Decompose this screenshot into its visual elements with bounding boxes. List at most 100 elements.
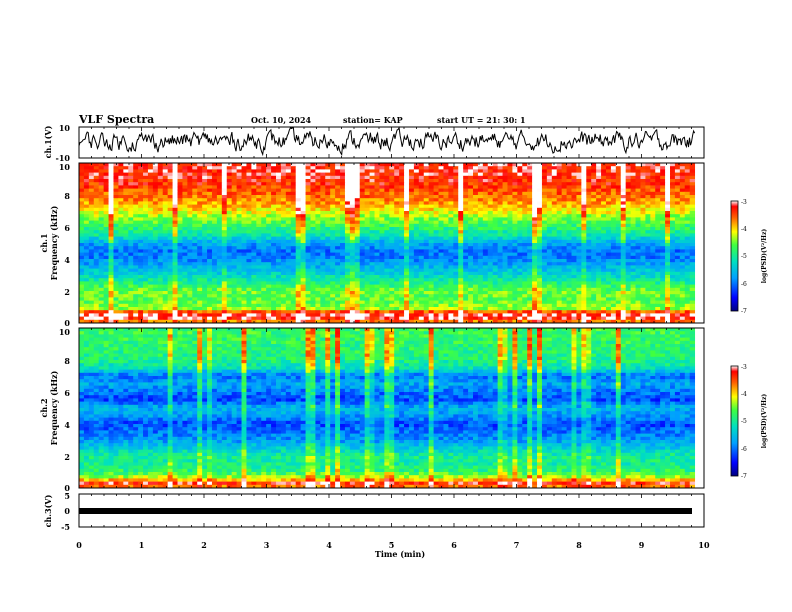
ch1-spectrogram-cell (541, 246, 548, 250)
ch1-spectrogram-cell (79, 246, 85, 250)
ch1-spectrogram-cell (330, 230, 336, 234)
ch1-spectrogram-cell (404, 163, 410, 167)
ch1-spectrogram-cell (561, 201, 567, 205)
ch1-spectrogram-cell (261, 223, 267, 228)
ch1-spectrogram-cell (576, 252, 582, 257)
ch1-spectrogram-cell (364, 262, 370, 266)
ch1-spectrogram-cell (276, 185, 282, 189)
ch1-spectrogram-cell (123, 236, 129, 241)
ch1-spectrogram-cell (576, 233, 582, 237)
ch1-spectrogram-cell (295, 271, 302, 276)
ch1-spectrogram-cell (226, 243, 233, 247)
ch1-spectrogram-cell (143, 166, 149, 170)
ch1-spectrogram-cell (537, 191, 543, 196)
ch1-spectrogram-cell (310, 201, 316, 205)
ch1-spectrogram-cell (103, 259, 109, 263)
ch1-spectrogram-cell (315, 281, 321, 285)
ch1-spectrogram-cell (674, 268, 681, 273)
ch1-spectrogram-cell (246, 220, 252, 225)
ch1-spectrogram-cell (571, 166, 577, 170)
ch1-spectrogram-cell (448, 252, 454, 257)
ch1-spectrogram-cell (448, 281, 454, 285)
ch1-spectrogram-cell (266, 191, 272, 196)
ch1-spectrogram-cell (285, 284, 292, 289)
ch1-spectrogram-cell (246, 217, 252, 221)
ch1-spectrogram-cell (271, 262, 277, 266)
ch1-spectrogram-cell (384, 191, 390, 196)
ch1-spectrogram-cell (576, 236, 582, 241)
ch1-spectrogram-cell (581, 223, 587, 228)
ch1-spectrogram-cell (128, 249, 134, 253)
ch1-spectrogram-cell (610, 214, 617, 218)
ch1-spectrogram-cell (438, 239, 444, 244)
ch1-spectrogram-cell (507, 169, 513, 173)
ch1-spectrogram-cell (418, 185, 425, 189)
ch1-spectrogram-cell (187, 278, 193, 282)
ch1-spectrogram-cell (315, 249, 321, 253)
ch1-spectrogram-cell (340, 175, 346, 180)
ch1-spectrogram-cell (660, 163, 666, 167)
ch1-spectrogram-cell (374, 220, 380, 225)
ch1-spectrogram-cell (408, 271, 415, 276)
ch1-spectrogram-cell (211, 233, 218, 237)
ch1-spectrogram-cell (320, 252, 326, 257)
ch1-spectrogram-cell (635, 275, 641, 279)
ch1-spectrogram-cell (601, 201, 607, 205)
ch1-spectrogram-cell (172, 191, 178, 196)
ch1-spectrogram-cell (408, 169, 415, 173)
ch1-spectrogram-cell (404, 268, 410, 273)
ch1-spectrogram-cell (359, 217, 366, 221)
ch1-spectrogram-cell (458, 220, 464, 225)
ch1-spectrogram-cell (261, 281, 267, 285)
ch1-spectrogram-cell (512, 182, 518, 186)
ch1-spectrogram-cell (359, 188, 366, 193)
ch1-spectrogram-cell (640, 275, 646, 279)
ch1-spectrogram-cell (566, 249, 572, 253)
ch1-spectrogram-cell (473, 166, 479, 170)
ch1-spectrogram-cell (216, 201, 223, 205)
ch1-spectrogram-cell (527, 211, 533, 215)
ch1-spectrogram-cell (566, 243, 572, 247)
ch1-spectrogram-cell (601, 179, 607, 183)
ch1-spectrogram-cell (340, 271, 346, 276)
ch1-spectrogram-cell (458, 172, 464, 177)
ch1-spectrogram-cell (660, 259, 666, 263)
ch1-spectrogram-cell (591, 265, 597, 269)
ch1-spectrogram-cell (300, 255, 306, 260)
ch1-spectrogram-cell (246, 175, 252, 180)
ch1-spectrogram-cell (211, 287, 218, 292)
ch1-spectrogram-cell (325, 230, 331, 234)
ch1-spectrogram-cell (118, 166, 124, 170)
ch1-spectrogram-cell (473, 268, 479, 273)
ch1-spectrogram-cell (389, 227, 395, 231)
ch1-spectrogram-cell (551, 223, 558, 228)
ch1-spectrogram-cell (251, 166, 257, 170)
ch1-spectrogram-cell (310, 204, 316, 209)
ch1-spectrogram-cell (610, 195, 617, 199)
ch1-spectrogram-cell (285, 265, 292, 269)
ch1-spectrogram-cell (448, 230, 454, 234)
ch1-spectrogram-cell (305, 201, 311, 205)
ch1-spectrogram-cell (576, 281, 582, 285)
ch1-spectrogram-cell (256, 271, 262, 276)
ch1-spectrogram-cell (674, 182, 681, 186)
ch1-spectrogram-cell (256, 188, 262, 193)
ch1-spectrogram-cell (665, 175, 671, 180)
ch1-spectrogram-cell (453, 268, 459, 273)
ch1-spectrogram-cell (576, 259, 582, 263)
ch1-spectrogram-cell (477, 185, 484, 189)
ch1-spectrogram-cell (157, 163, 164, 167)
ch1-spectrogram-cell (576, 239, 582, 244)
ch1-spectrogram-cell (689, 207, 696, 212)
ch1-spectrogram-cell (320, 227, 326, 231)
ch1-spectrogram-cell (113, 207, 119, 212)
ch1-spectrogram-cell (605, 262, 612, 266)
ch1-spectrogram-cell (113, 211, 119, 215)
ch1-spectrogram-cell (640, 239, 646, 244)
ch1-spectrogram-cell (88, 287, 95, 292)
ch1-spectrogram-cell (285, 243, 292, 247)
ch1-spectrogram-cell (192, 172, 198, 177)
ch1-spectrogram-cell (655, 243, 661, 247)
ch1-spectrogram-cell (251, 255, 257, 260)
ch1-spectrogram-cell (369, 207, 375, 212)
